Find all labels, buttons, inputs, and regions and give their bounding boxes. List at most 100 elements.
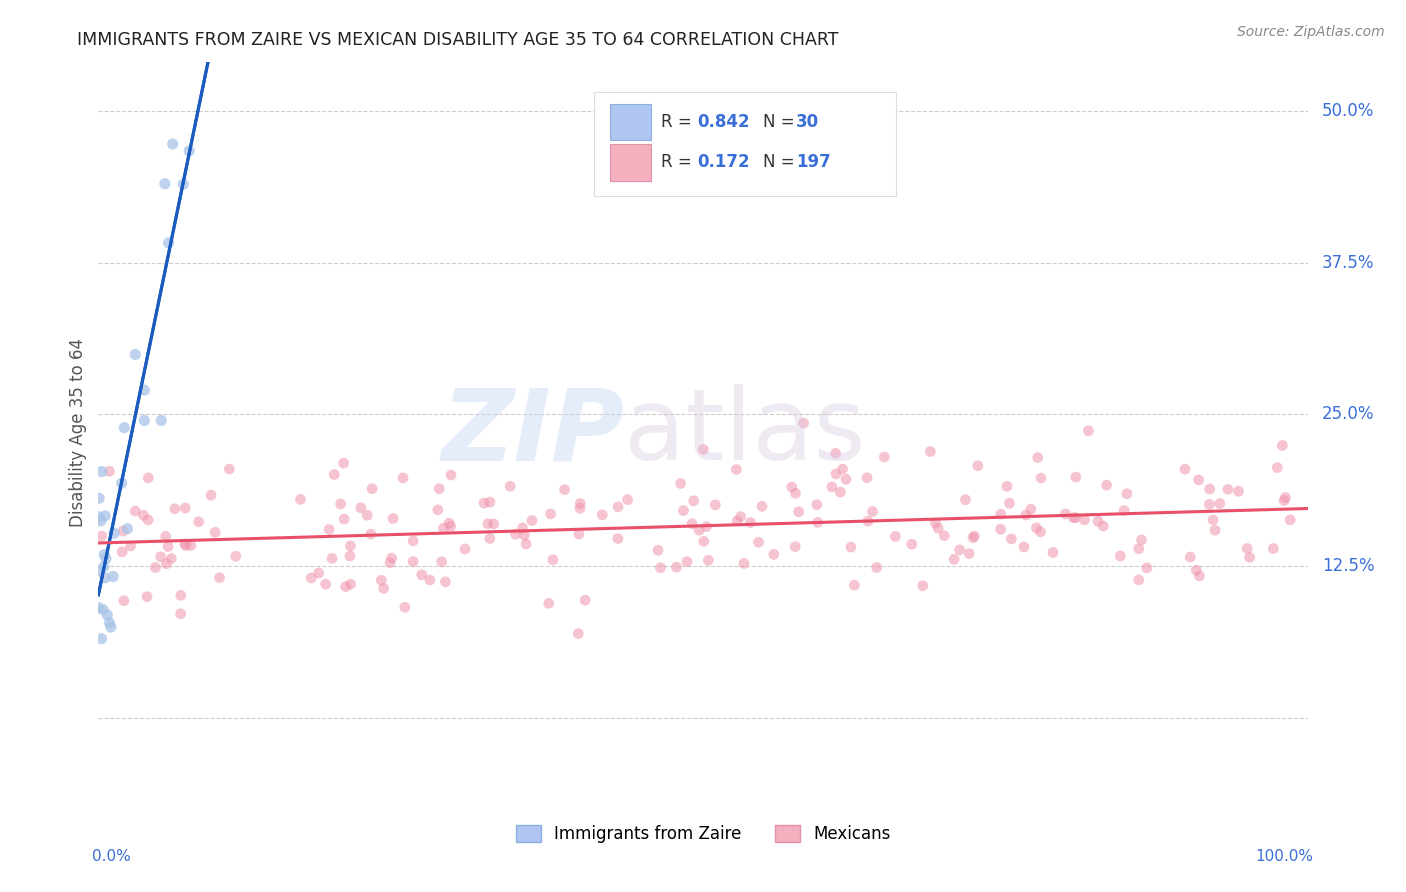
Point [943,552,966,566]
Point [1042,545,1064,559]
Point [1198,482,1220,496]
Point [835,472,858,486]
Point [91,603,114,617]
Point [290,492,312,507]
Point [153,177,176,191]
Point [568,527,591,541]
Point [136,590,159,604]
Point [672,503,695,517]
Point [856,471,879,485]
Point [569,497,592,511]
Point [103,526,125,541]
Point [318,523,340,537]
Point [831,462,853,476]
Point [998,496,1021,510]
Point [454,541,477,556]
Point [132,508,155,523]
Point [160,551,183,566]
Point [1128,541,1150,556]
Text: 0.0%: 0.0% [93,848,131,863]
Point [1136,561,1159,575]
Point [1188,569,1211,583]
Point [541,553,564,567]
Point [995,479,1018,493]
Point [676,555,699,569]
Point [884,529,907,543]
Point [934,529,956,543]
Point [329,497,352,511]
Point [512,521,534,535]
Point [856,514,879,528]
Point [333,512,356,526]
Text: 30: 30 [796,112,820,130]
Point [1114,503,1136,517]
Point [350,500,373,515]
Point [733,557,755,571]
Point [335,580,357,594]
Point [434,574,457,589]
Point [124,504,146,518]
Point [990,507,1012,521]
Point [90,632,112,646]
Point [98,464,121,478]
Point [200,488,222,502]
Point [370,574,392,588]
Point [520,514,543,528]
Point [1087,514,1109,528]
Point [1202,513,1225,527]
Point [402,533,425,548]
Text: N =: N = [763,112,800,130]
Point [218,462,240,476]
Point [966,458,988,473]
Point [155,557,177,571]
Point [1026,450,1049,465]
Point [962,531,984,545]
Point [1239,550,1261,565]
Point [157,540,180,554]
Point [785,540,807,554]
Point [873,450,896,464]
Point [567,626,589,640]
Point [427,482,450,496]
Point [90,465,112,479]
Point [1029,524,1052,539]
Point [665,560,688,574]
Point [839,540,862,554]
Point [1198,497,1220,511]
Point [124,347,146,361]
Point [540,507,562,521]
Point [187,515,209,529]
Point [1209,497,1232,511]
Point [111,545,134,559]
Point [170,607,193,621]
Point [920,444,942,458]
Point [430,555,453,569]
Y-axis label: Disability Age 35 to 64: Disability Age 35 to 64 [69,338,87,527]
Point [299,571,322,585]
Point [787,505,810,519]
Text: N =: N = [763,153,800,171]
Point [134,413,156,427]
Point [606,532,628,546]
Text: atlas: atlas [624,384,866,481]
Point [821,480,844,494]
Point [134,383,156,397]
Point [574,593,596,607]
Text: 12.5%: 12.5% [1322,558,1375,575]
Point [162,136,184,151]
Point [793,416,815,430]
Point [704,498,727,512]
Point [669,476,692,491]
Point [378,556,401,570]
Point [440,519,463,533]
Point [136,513,159,527]
Point [1025,521,1047,535]
Text: 25.0%: 25.0% [1322,406,1375,424]
Point [478,495,501,509]
Point [1012,540,1035,554]
Point [100,620,122,634]
Text: R =: R = [661,153,702,171]
Point [1054,507,1077,521]
Text: IMMIGRANTS FROM ZAIRE VS MEXICAN DISABILITY AGE 35 TO 64 CORRELATION CHART: IMMIGRANTS FROM ZAIRE VS MEXICAN DISABIL… [77,31,839,49]
Point [1271,438,1294,452]
